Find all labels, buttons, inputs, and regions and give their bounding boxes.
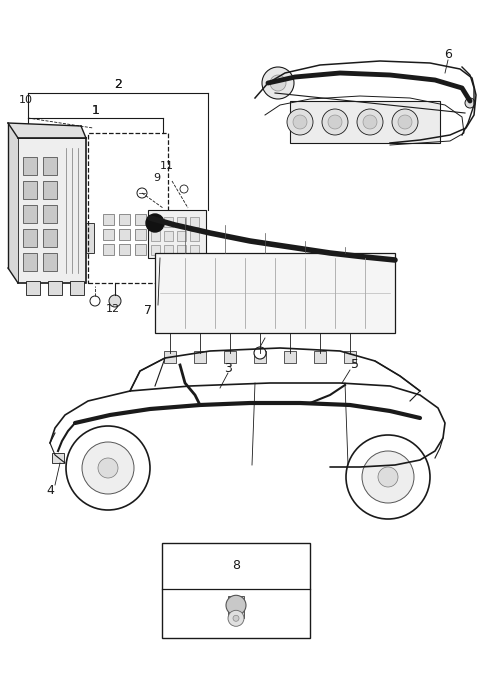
Bar (284, 351, 296, 363)
Bar (103, 229, 114, 240)
Circle shape (357, 109, 383, 135)
Bar (177, 245, 186, 255)
Bar (48, 281, 62, 295)
Circle shape (137, 188, 147, 198)
Text: 4: 4 (46, 483, 54, 497)
Bar (43, 205, 57, 223)
Bar (88, 133, 168, 283)
Bar (23, 205, 37, 223)
Text: 2: 2 (114, 79, 122, 92)
Bar (344, 351, 356, 363)
Bar (314, 351, 326, 363)
Bar (52, 453, 64, 463)
Circle shape (90, 296, 100, 306)
Bar (148, 210, 206, 258)
Bar (164, 245, 173, 255)
Bar (103, 214, 114, 225)
Bar (162, 543, 310, 638)
Bar (86, 223, 94, 253)
Bar (190, 231, 199, 241)
Bar (23, 253, 37, 271)
Bar (177, 217, 186, 227)
Text: 6: 6 (444, 48, 452, 61)
Circle shape (146, 214, 164, 232)
Text: 1: 1 (92, 104, 99, 116)
Circle shape (98, 458, 118, 478)
Circle shape (378, 467, 398, 487)
Polygon shape (8, 123, 86, 138)
Bar (290, 101, 440, 143)
Bar (23, 181, 37, 199)
Circle shape (465, 98, 475, 108)
Circle shape (233, 615, 239, 621)
Circle shape (66, 426, 150, 510)
Bar (177, 231, 186, 241)
Circle shape (270, 75, 286, 91)
Polygon shape (8, 123, 18, 283)
Bar (43, 181, 57, 199)
Bar (190, 245, 199, 255)
Circle shape (82, 442, 134, 494)
Circle shape (363, 115, 377, 129)
Circle shape (328, 115, 342, 129)
Bar (194, 351, 206, 363)
Circle shape (362, 451, 414, 503)
Bar (224, 351, 236, 363)
Bar (23, 157, 37, 175)
Circle shape (254, 347, 266, 359)
Bar (190, 217, 199, 227)
Bar (43, 253, 57, 271)
Bar (23, 229, 37, 247)
Circle shape (322, 109, 348, 135)
Text: 3: 3 (224, 361, 232, 374)
Circle shape (346, 435, 430, 519)
Bar (151, 231, 160, 241)
Bar (119, 214, 130, 225)
Bar (135, 244, 146, 255)
Circle shape (287, 109, 313, 135)
Bar (119, 229, 130, 240)
Bar (254, 351, 266, 363)
Circle shape (180, 185, 188, 193)
Bar (26, 281, 40, 295)
Bar (164, 231, 173, 241)
Circle shape (293, 115, 307, 129)
Bar (164, 351, 176, 363)
Text: 5: 5 (351, 359, 359, 371)
Bar (119, 244, 130, 255)
Bar (135, 229, 146, 240)
Text: 12: 12 (106, 304, 120, 314)
Bar (18, 138, 86, 283)
Circle shape (262, 67, 294, 99)
Text: 10: 10 (19, 95, 33, 105)
Bar (151, 245, 160, 255)
Text: 7: 7 (144, 304, 152, 318)
Bar (70, 281, 84, 295)
Text: 2: 2 (114, 79, 122, 92)
Bar (43, 157, 57, 175)
Circle shape (392, 109, 418, 135)
Bar (228, 596, 244, 618)
Text: 11: 11 (160, 161, 174, 171)
Bar (155, 253, 395, 333)
Bar (135, 214, 146, 225)
Circle shape (398, 115, 412, 129)
Bar (151, 217, 160, 227)
Circle shape (228, 610, 244, 627)
Bar (164, 217, 173, 227)
Bar (103, 244, 114, 255)
Bar (43, 229, 57, 247)
Circle shape (226, 596, 246, 615)
Text: 1: 1 (92, 104, 99, 116)
Text: 9: 9 (154, 173, 161, 183)
Text: 8: 8 (232, 559, 240, 572)
Circle shape (109, 295, 121, 307)
